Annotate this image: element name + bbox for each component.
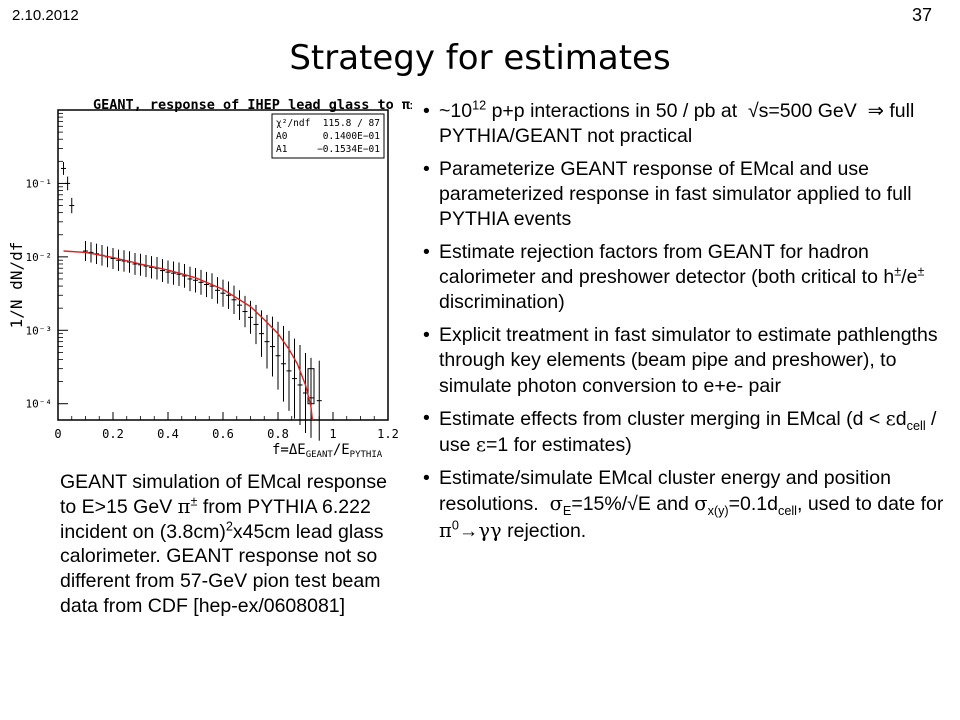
y-tick-label: 10⁻⁴ — [26, 398, 53, 411]
bullet-list: • ~1012 p+p interactions in 50 / pb at √s… — [420, 99, 948, 551]
bullet-dot: • — [423, 157, 430, 180]
stats-name: A1 — [276, 144, 288, 155]
bullet-dot: • — [423, 100, 430, 122]
data-marks — [61, 162, 322, 441]
x-tick-label: 0.8 — [267, 427, 289, 441]
slide-title: Strategy for estimates — [289, 38, 671, 78]
bullet-dot: • — [423, 467, 430, 490]
figure-caption: GEANT simulation of EMcal response to E>… — [60, 471, 387, 617]
x-tick-label: 0.6 — [212, 427, 234, 441]
bullet-text: Explicit treatment in fast simulator to … — [439, 324, 938, 397]
bullet-text: ~1012 p+p interactions in 50 / pb at √s=… — [439, 98, 915, 148]
bullet-dot: • — [423, 241, 430, 264]
plot-title: GEANT, response of IHEP lead glass to π± — [93, 97, 412, 113]
y-tick-label: 10⁻² — [26, 251, 53, 264]
bullet-item: • Explicit treatment in fast simulator to… — [420, 323, 948, 399]
stats-name: A0 — [276, 131, 288, 142]
fit-curve — [63, 250, 314, 421]
stats-name: χ²/ndf — [276, 118, 310, 129]
plot-svg: 1/N dN/df GEANT, response of IHEP lead g… — [7, 97, 412, 460]
bullet-item: • Estimate effects from cluster merging i… — [420, 406, 948, 458]
stats-value: 0.1400E−01 — [323, 131, 380, 142]
bullet-text: Parameterize GEANT response of EMcal and… — [439, 157, 912, 231]
response-plot: 1/N dN/df GEANT, response of IHEP lead g… — [0, 80, 412, 464]
data-point-box — [307, 368, 315, 405]
axis-ticks: 0 0.2 0.4 0.6 0.8 1 1.2 10⁻¹ 10⁻² 10⁻³ 10⁻⁴ — [26, 112, 399, 441]
x-tick-label: 0.4 — [157, 427, 179, 441]
plot-xlabel: f=ΔEGEANT/EPYTHIA — [272, 442, 383, 460]
x-tick-label: 0 — [54, 427, 61, 441]
y-tick-label: 10⁻³ — [26, 324, 53, 337]
bullet-dot: • — [423, 324, 430, 347]
bullet-item: • Estimate/simulate EMcal cluster energy … — [420, 466, 948, 544]
bullet-text: Estimate/simulate EMcal cluster energy a… — [439, 467, 944, 542]
bullet-text: Estimate rejection factors from GEANT fo… — [439, 241, 925, 314]
date-label: 2.10.2012 — [12, 7, 79, 24]
y-tick-label: 10⁻¹ — [26, 177, 53, 190]
plot-ylabel: 1/N dN/df — [7, 242, 26, 329]
bullet-text: Estimate effects from cluster merging in… — [439, 407, 937, 457]
stats-box: χ²/ndf 115.8 / 87 A0 0.1400E−01 A1 −0.1534E−0… — [271, 113, 385, 159]
page-number: 37 — [911, 5, 932, 25]
x-tick-label: 1.2 — [377, 427, 399, 441]
bullet-dot: • — [423, 407, 430, 430]
x-tick-label: 0.2 — [102, 427, 124, 441]
stats-value: −0.1534E−01 — [317, 144, 380, 155]
bullet-item: • ~1012 p+p interactions in 50 / pb at √s… — [420, 99, 948, 149]
x-tick-label: 1 — [329, 427, 336, 441]
bullet-item: • Parameterize GEANT response of EMcal an… — [420, 157, 948, 233]
bullet-item: • Estimate rejection factors from GEANT f… — [420, 240, 948, 316]
stats-box-frame — [271, 113, 385, 159]
stats-value: 115.8 / 87 — [323, 118, 380, 129]
